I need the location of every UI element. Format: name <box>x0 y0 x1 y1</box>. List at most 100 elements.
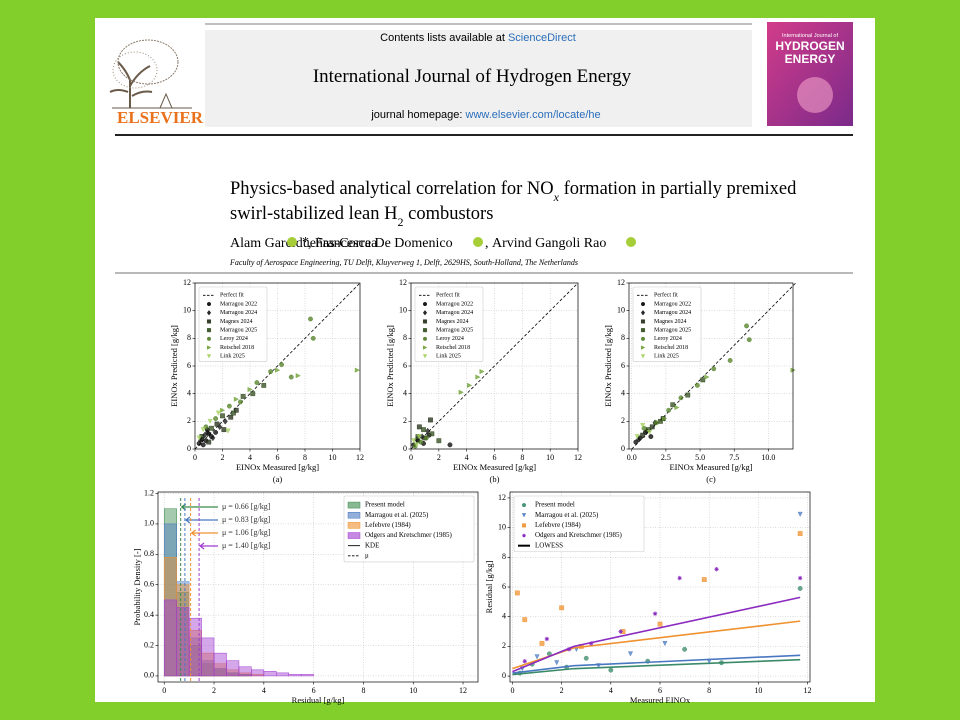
data-point <box>295 373 301 379</box>
author-separator: , <box>485 236 489 251</box>
legend-swatch <box>207 319 211 324</box>
homepage-link[interactable]: www.elsevier.com/locate/he <box>465 109 601 121</box>
orcid-icon[interactable] <box>473 237 483 247</box>
x-axis-label: EINOx Measured [g/kg] <box>236 462 319 472</box>
x-tick-label: 12 <box>804 686 812 695</box>
data-point <box>682 646 687 652</box>
elsevier-logo: ELSEVIER <box>109 39 204 127</box>
legend-label: Magnes 2024 <box>654 319 687 325</box>
data-point <box>797 531 803 536</box>
contents-line: Contents lists available at ScienceDirec… <box>380 32 576 44</box>
legend-label: Odgers and Kretschmer (1985) <box>535 531 623 539</box>
legend-swatch <box>207 336 212 341</box>
legend-label: Leroy 2024 <box>436 336 464 342</box>
y-tick-label: 10 <box>399 305 407 314</box>
plot-frame <box>410 282 579 450</box>
data-point <box>711 366 717 372</box>
paper-title: swirl-stabilized lean H2 combustors <box>230 204 493 229</box>
data-point <box>658 418 663 424</box>
data-point <box>221 427 227 433</box>
y-tick-label: 1.0 <box>144 519 154 528</box>
lowess-line <box>512 620 801 670</box>
y-tick-label: 0.6 <box>144 580 154 589</box>
legend-swatch <box>422 354 428 359</box>
chart: 0 2 4 6 8 10 12 0 2 4 6 8 10 12 Measured EINOx Residual… <box>484 491 812 705</box>
data-point <box>222 418 228 425</box>
y-axis-label: EINOx Predicted [g/kg] <box>385 325 395 407</box>
legend-swatch <box>423 345 428 350</box>
histogram-bar <box>300 674 314 677</box>
legend-swatch <box>207 345 212 350</box>
legend-swatch <box>423 319 427 324</box>
legend-label: Marragou 2022 <box>220 301 257 307</box>
legend-label: μ <box>365 551 369 559</box>
y-tick-label: 4 <box>403 388 407 397</box>
chart: 0 2 4 6 8 10 12 0.0 0.2 0.4 0.6 0.8 1.0 1.2 Residual [… <box>132 488 479 705</box>
x-axis-label: EINOx Measured [g/kg] <box>669 462 752 472</box>
legend-box <box>343 495 475 563</box>
x-tick-label: 2 <box>212 686 216 695</box>
legend-label: Marragou et al. (2025) <box>535 511 599 519</box>
data-point <box>583 655 589 661</box>
annotation-arrow <box>190 529 218 537</box>
y-tick-label: 12 <box>498 493 506 502</box>
data-point <box>447 442 453 448</box>
y-tick-label: 8 <box>187 333 191 342</box>
contents-link[interactable]: ScienceDirect <box>508 32 576 44</box>
reference-line <box>631 282 797 450</box>
data-point <box>554 660 560 666</box>
data-point <box>225 428 231 434</box>
data-point <box>662 641 668 647</box>
histogram-bar <box>201 637 215 677</box>
y-tick-label: 8 <box>403 333 407 342</box>
title-part: combustors <box>403 204 493 224</box>
legend-label: Marragou 2025 <box>654 328 691 334</box>
data-point <box>436 438 442 444</box>
legend-box <box>513 495 645 553</box>
lowess-line <box>512 658 801 676</box>
legend-box <box>414 286 484 362</box>
data-point <box>678 395 684 401</box>
y-tick-label: 0.0 <box>144 671 154 680</box>
x-tick-label: 6 <box>276 453 280 462</box>
plot-frame <box>628 282 794 450</box>
y-tick-label: 4 <box>502 612 506 621</box>
data-point <box>231 410 236 416</box>
data-point <box>522 659 527 664</box>
publisher: ELSEVIER <box>117 108 204 127</box>
data-point <box>674 404 680 411</box>
x-tick-label: 10.0 <box>761 453 775 462</box>
plot-frame <box>194 282 361 450</box>
legend-label: Present model <box>535 501 575 509</box>
x-tick-label: 8 <box>303 453 307 462</box>
data-point <box>475 374 481 380</box>
y-tick-label: 8 <box>502 552 506 561</box>
y-tick-label: 6 <box>187 361 191 370</box>
data-point <box>196 435 202 441</box>
data-point <box>279 362 285 368</box>
legend-swatch <box>423 302 428 307</box>
data-point <box>670 402 676 408</box>
data-point <box>546 651 552 657</box>
annotation-arrow <box>180 503 218 511</box>
data-point <box>618 629 623 634</box>
cover-line: ENERGY <box>785 52 836 66</box>
legend-label: Lefebvre (1984) <box>365 521 411 529</box>
annotation-arrow <box>199 542 218 550</box>
plot-layer <box>410 282 579 450</box>
data-point <box>423 435 429 441</box>
orcid-icon[interactable] <box>287 237 297 247</box>
data-point <box>416 434 422 440</box>
data-point <box>514 590 520 596</box>
plot-frame <box>509 491 811 683</box>
x-tick-label: 0.0 <box>627 453 637 462</box>
title-part: 2 <box>397 215 403 229</box>
data-point <box>418 439 424 445</box>
orcid-icon[interactable] <box>626 237 636 247</box>
x-tick-label: 8 <box>520 453 524 462</box>
legend-swatch <box>422 310 428 316</box>
y-tick-label: 8 <box>621 333 625 342</box>
data-point <box>648 434 654 439</box>
chart: 0 2 4 6 8 10 12 0 2 4 6 8 10 12 EINOx Measured [g/kg] E… <box>169 278 364 484</box>
